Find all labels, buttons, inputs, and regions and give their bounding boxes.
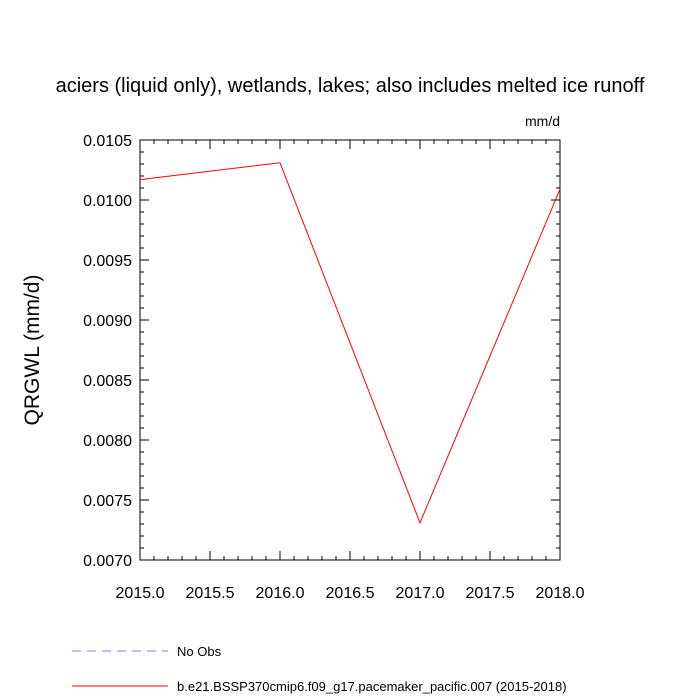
x-tick-label: 2017.5 (466, 585, 515, 602)
legend: No Obs b.e21.BSSP370cmip6.f09_g17.pacemak… (72, 644, 567, 694)
legend-label: No Obs (177, 644, 222, 659)
axis-ticks (139, 139, 561, 561)
y-tick-label: 0.0090 (83, 313, 132, 330)
chart-title: aciers (liquid only), wetlands, lakes; a… (56, 75, 645, 97)
y-tick-label: 0.0105 (83, 133, 132, 150)
y-tick-label: 0.0085 (83, 373, 132, 390)
y-tick-label: 0.0095 (83, 253, 132, 270)
y-tick-labels: 0.0070 0.0075 0.0080 0.0085 0.0090 0.0095 0.01… (83, 133, 132, 570)
y-tick-label: 0.0075 (83, 493, 132, 510)
y-tick-label: 0.0070 (83, 553, 132, 570)
x-tick-label: 2016.0 (256, 585, 305, 602)
units-label: mm/d (525, 113, 560, 129)
x-tick-label: 2016.5 (326, 585, 375, 602)
plot-frame (139, 139, 561, 561)
series-line (139, 162, 561, 525)
x-tick-label: 2017.0 (396, 585, 445, 602)
y-tick-label: 0.0080 (83, 433, 132, 450)
legend-label: b.e21.BSSP370cmip6.f09_g17.pacemaker_pac… (177, 679, 567, 694)
x-tick-label: 2015.5 (186, 585, 235, 602)
y-axis-label: QRGWL (mm/d) (21, 275, 44, 426)
y-tick-label: 0.0100 (83, 193, 132, 210)
x-tick-label: 2015.0 (116, 585, 165, 602)
x-tick-label: 2018.0 (536, 585, 585, 602)
x-tick-labels: 2015.0 2015.5 2016.0 2016.5 2017.0 2017.5 2018… (116, 585, 585, 602)
series-lines (139, 162, 561, 525)
